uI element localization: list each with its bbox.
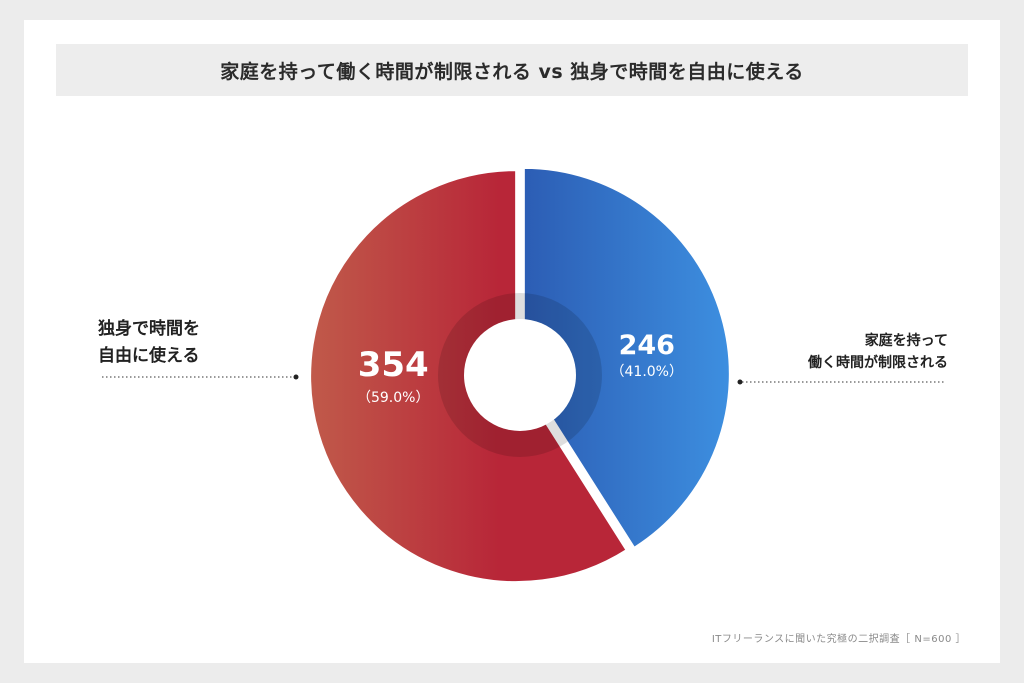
- percent-label-family: （41.0%）: [611, 364, 683, 380]
- donut-chart: 246 （41.0%） 354 （59.0%）: [102, 166, 946, 584]
- left-leader-dot: [293, 374, 299, 380]
- donut-hole: [464, 319, 576, 431]
- left-category-label: 独身で時間を 自由に使える: [98, 316, 200, 370]
- right-label-line1: 家庭を持って: [864, 333, 948, 349]
- right-category-label: 家庭を持って 働く時間が制限される: [808, 330, 948, 374]
- left-label-line1: 独身で時間を: [98, 319, 200, 339]
- value-label-single: 354: [358, 345, 429, 385]
- left-label-line2: 自由に使える: [98, 346, 200, 366]
- percent-label-single: （59.0%）: [357, 390, 429, 406]
- value-label-family: 246: [619, 330, 675, 361]
- chart-title: 家庭を持って働く時間が制限される vs 独身で時間を自由に使える: [220, 60, 804, 83]
- right-label-line2: 働く時間が制限される: [808, 355, 948, 371]
- title-bar: 家庭を持って働く時間が制限される vs 独身で時間を自由に使える: [56, 44, 968, 96]
- chart-card: 家庭を持って働く時間が制限される vs 独身で時間を自由に使える 246 （41.…: [24, 20, 1000, 663]
- source-note: ITフリーランスに聞いた究極の二択調査［ N=600 ］: [711, 634, 966, 645]
- slice-family: [522, 166, 731, 550]
- right-leader-dot: [737, 379, 743, 385]
